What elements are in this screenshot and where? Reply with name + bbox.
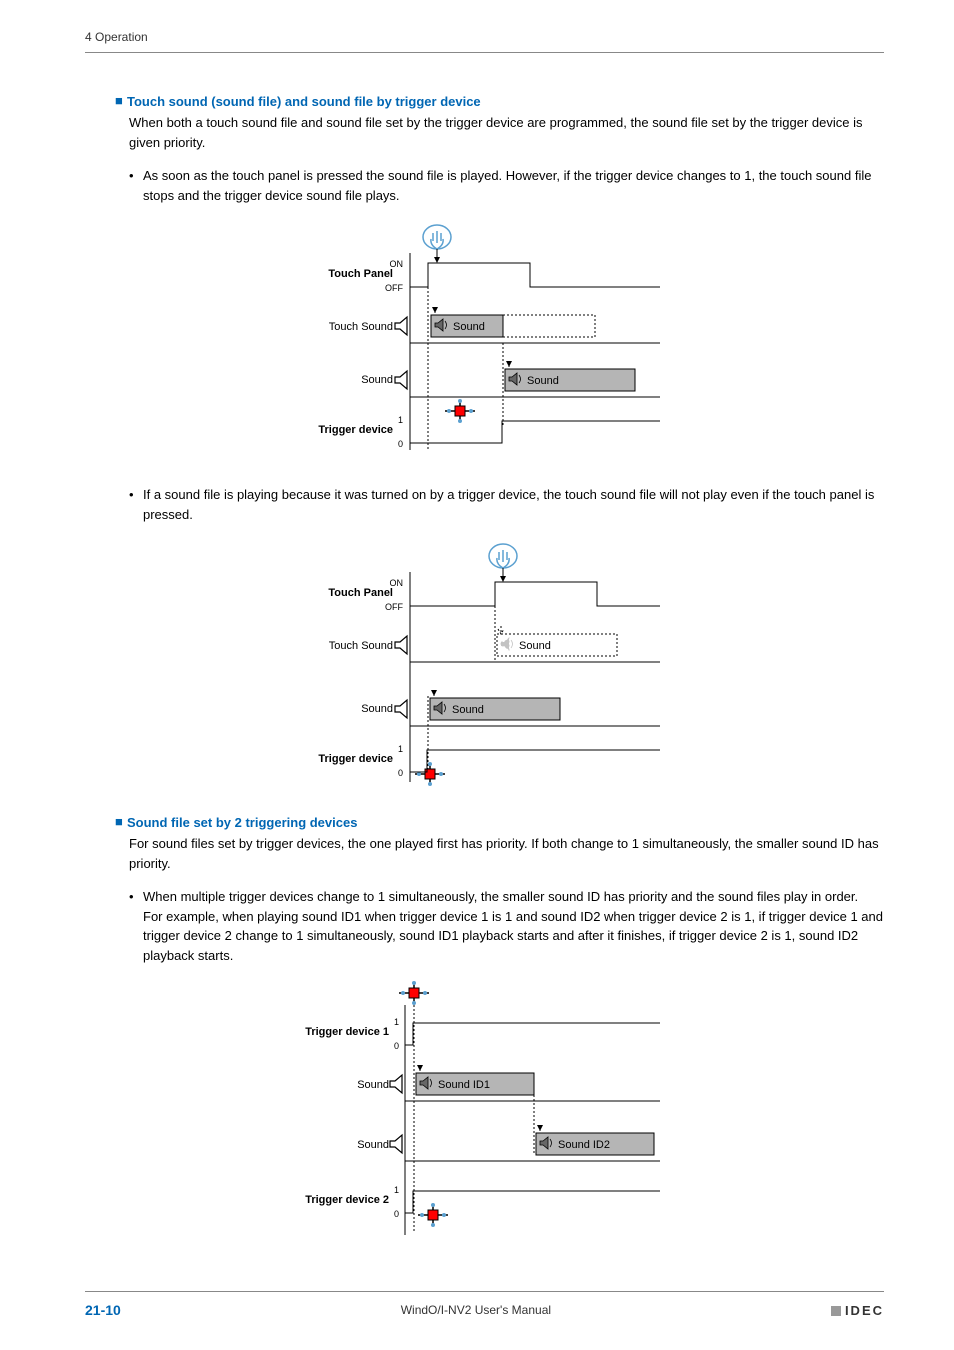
svg-text:Trigger device: Trigger device [318,424,393,436]
svg-text:Touch Sound: Touch Sound [328,640,392,652]
svg-text:Sound: Sound [357,1139,389,1151]
switch-icon [399,981,429,1005]
switch-icon [415,762,445,786]
section1-intro: When both a touch sound file and sound f… [129,113,884,152]
page-header: 4 Operation [85,30,884,44]
svg-text:Trigger device: Trigger device [318,753,393,765]
diagram2: Touch Panel ON OFF Touch Sound Sound Sou… [265,534,705,794]
svg-text:OFF: OFF [385,283,403,293]
svg-text:1: 1 [397,744,402,754]
svg-text:0: 0 [393,1209,398,1219]
svg-text:Sound: Sound [519,640,551,652]
diagram1: Touch Panel ON OFF Touch Sound Sound Sou… [265,215,705,465]
svg-text:Sound: Sound [361,703,393,715]
svg-text:0: 0 [393,1041,398,1051]
section1-bullet2: If a sound file is playing because it wa… [129,485,884,524]
svg-text:Touch Panel: Touch Panel [328,587,393,599]
diagram3: Trigger device 1 1 0 Sound Sound ID1 Sou… [265,975,705,1245]
switch-icon [418,1203,448,1227]
svg-text:Sound: Sound [452,704,484,716]
footer-logo: IDEC [831,1303,884,1318]
svg-text:Touch Sound: Touch Sound [328,321,392,333]
svg-text:Sound: Sound [527,375,559,387]
page-number: 21-10 [85,1302,121,1318]
svg-text:Sound: Sound [357,1079,389,1091]
svg-text:Trigger device 1: Trigger device 1 [305,1026,389,1038]
section2-heading: ■Sound file set by 2 triggering devices [115,814,884,830]
page-footer: 21-10 WindO/I-NV2 User's Manual IDEC [0,1291,954,1318]
svg-text:Sound ID1: Sound ID1 [438,1079,490,1091]
switch-icon [445,399,475,423]
svg-text:Sound: Sound [453,321,485,333]
section2-bullet1: When multiple trigger devices change to … [129,887,884,965]
svg-text:Touch Panel: Touch Panel [328,268,393,280]
svg-text:0: 0 [397,439,402,449]
section1-bullet1: As soon as the touch panel is pressed th… [129,166,884,205]
svg-text:1: 1 [397,415,402,425]
svg-text:1: 1 [393,1185,398,1195]
svg-text:ON: ON [389,578,403,588]
section2-intro: For sound files set by trigger devices, … [129,834,884,873]
svg-text:1: 1 [393,1017,398,1027]
svg-text:Trigger device 2: Trigger device 2 [305,1194,389,1206]
section1-heading: ■Touch sound (sound file) and sound file… [115,93,884,109]
header-divider [85,52,884,53]
svg-text:Sound: Sound [361,374,393,386]
svg-text:Sound ID2: Sound ID2 [558,1139,610,1151]
svg-text:OFF: OFF [385,602,403,612]
svg-text:ON: ON [389,259,403,269]
svg-text:0: 0 [397,768,402,778]
footer-title: WindO/I-NV2 User's Manual [401,1303,551,1317]
